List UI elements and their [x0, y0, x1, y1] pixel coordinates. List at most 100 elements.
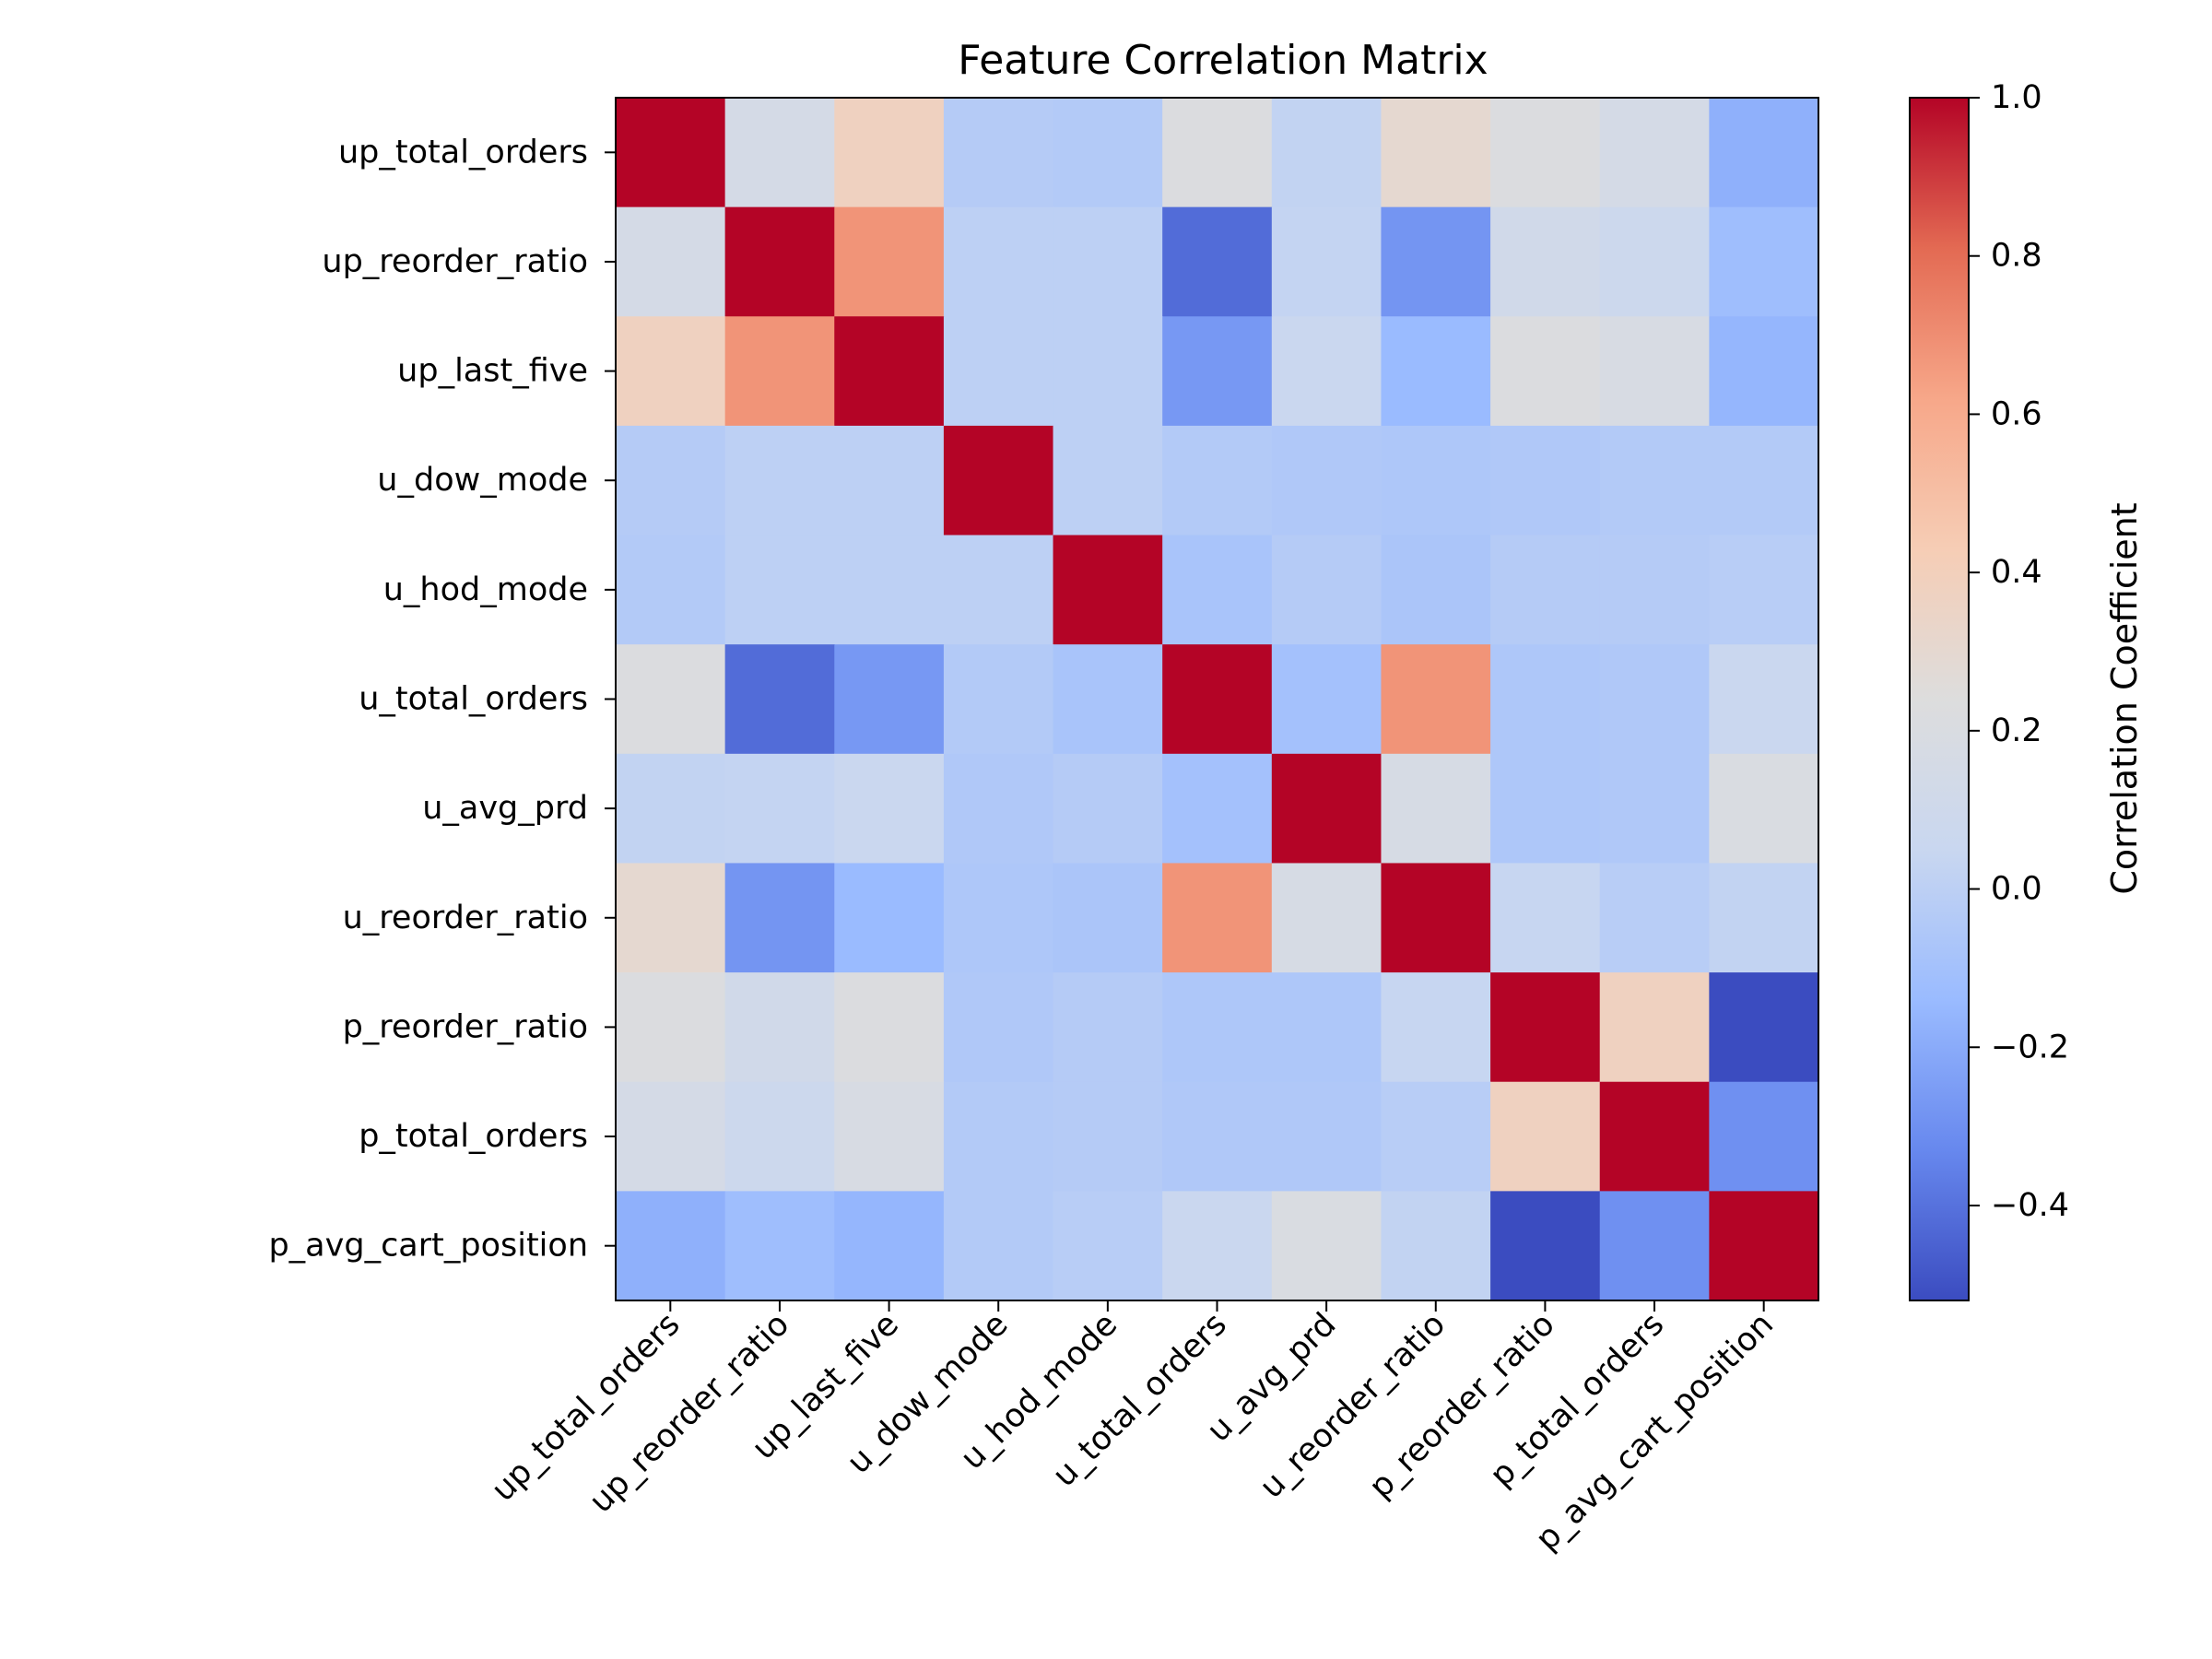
heatmap-cell [943, 644, 1054, 755]
heatmap-cell [1162, 972, 1273, 1083]
heatmap-cell [1490, 753, 1601, 865]
heatmap-cell [1599, 535, 1710, 645]
heatmap-cell [724, 98, 835, 208]
heatmap-cell [1490, 98, 1601, 208]
heatmap-cell [724, 644, 835, 755]
colorbar-tick-label: −0.4 [1991, 1187, 2069, 1224]
heatmap-cell [1599, 316, 1710, 427]
x-tick-label: up_reorder_ratio [582, 1306, 796, 1520]
heatmap-cell [1162, 753, 1273, 865]
heatmap-cell [1053, 535, 1163, 645]
heatmap-cell [1709, 972, 1819, 1083]
heatmap-cell [834, 1191, 945, 1301]
heatmap-cell [1709, 1081, 1819, 1192]
heatmap-cell [1599, 98, 1710, 208]
heatmap-cell [1490, 644, 1601, 755]
heatmap-cell [943, 535, 1054, 645]
heatmap-cell [1381, 206, 1491, 317]
heatmap-cell [1381, 753, 1491, 865]
heatmap-cell [943, 425, 1054, 536]
heatmap-cell [1271, 316, 1382, 427]
heatmap-cell [1709, 1191, 1819, 1301]
heatmap-cell [943, 206, 1054, 317]
heatmap-cell [1490, 863, 1601, 973]
y-tick-label: up_last_five [397, 353, 588, 390]
heatmap-cell [1053, 972, 1163, 1083]
heatmap-cell [1599, 863, 1710, 973]
x-tick-label: p_reorder_ratio [1362, 1306, 1562, 1506]
heatmap-cell [1053, 1191, 1163, 1301]
heatmap-cell [834, 972, 945, 1083]
heatmap-cell [1381, 425, 1491, 536]
y-tick-label: u_total_orders [359, 681, 588, 718]
heatmap-cell [1162, 863, 1273, 973]
y-tick-label: p_avg_cart_position [268, 1228, 588, 1265]
heatmap-cell [1709, 535, 1819, 645]
heatmap-cell [724, 535, 835, 645]
y-tick-label: u_hod_mode [383, 571, 588, 608]
y-tick-label: u_dow_mode [377, 462, 588, 499]
heatmap-cell [1271, 1081, 1382, 1192]
x-tick-label: up_total_orders [485, 1306, 688, 1509]
heatmap-cell [1053, 753, 1163, 865]
y-axis-tick-labels: up_total_orders up_reorder_ratio up_last_f… [268, 134, 616, 1265]
heatmap-cell [1381, 1191, 1491, 1301]
heatmap-cell [1709, 425, 1819, 536]
heatmap-cell [1053, 316, 1163, 427]
heatmap-cell [1381, 863, 1491, 973]
colorbar-tick-label: 0.2 [1991, 712, 2042, 749]
plot-frame [615, 97, 1819, 1301]
y-tick-label: p_total_orders [359, 1118, 588, 1155]
heatmap-cell [724, 753, 835, 865]
heatmap-cell [1381, 98, 1491, 208]
y-tick-label: up_reorder_ratio [322, 243, 588, 280]
heatmap-cell [1053, 644, 1163, 755]
heatmap-cell [1709, 206, 1819, 317]
chart-title: Feature Correlation Matrix [958, 37, 1488, 84]
heatmap-cell [616, 1191, 726, 1301]
colorbar-tick-label: 0.0 [1991, 871, 2042, 908]
heatmap-cell [1599, 644, 1710, 755]
heatmap-cell [1271, 1191, 1382, 1301]
y-tick-label: up_total_orders [338, 134, 588, 171]
heatmap-cell [1490, 972, 1601, 1083]
colorbar-tick-label: 0.4 [1991, 554, 2042, 591]
heatmap-cell [1599, 972, 1710, 1083]
heatmap-cell [1271, 98, 1382, 208]
heatmap-cell [943, 863, 1054, 973]
heatmap-cell [834, 98, 945, 208]
heatmap-cell [1490, 1191, 1601, 1301]
heatmap-cell [1599, 425, 1710, 536]
heatmap-cell [1162, 316, 1273, 427]
heatmap-cell [834, 753, 945, 865]
heatmap-cell [1162, 1081, 1273, 1192]
heatmap-cell [834, 644, 945, 755]
colorbar-ticks: 1.0 0.8 0.6 0.4 0.2 0.0 −0.2 −0.4 [1969, 79, 2069, 1224]
heatmap-cell [834, 425, 945, 536]
heatmap-cell [1599, 1081, 1710, 1192]
colorbar-tick-label: 1.0 [1991, 79, 2042, 116]
heatmap-cell [616, 316, 726, 427]
heatmap-cell [724, 1191, 835, 1301]
heatmap-cell [1053, 1081, 1163, 1192]
heatmap-cell [616, 425, 726, 536]
heatmap-cell [1271, 863, 1382, 973]
heatmap-cells [616, 98, 1819, 1301]
colorbar-tick-label: 0.8 [1991, 238, 2042, 275]
heatmap-cell [616, 753, 726, 865]
heatmap-cell [616, 1081, 726, 1192]
heatmap-cell [1271, 535, 1382, 645]
heatmap-cell [1490, 535, 1601, 645]
heatmap-cell [1490, 206, 1601, 317]
heatmap-cell [943, 972, 1054, 1083]
heatmap-cell [1709, 863, 1819, 973]
heatmap-cell [1271, 644, 1382, 755]
heatmap-cell [616, 535, 726, 645]
heatmap-cell [1599, 206, 1710, 317]
heatmap-cell [616, 206, 726, 317]
heatmap-cell [834, 316, 945, 427]
heatmap-cell [1381, 644, 1491, 755]
heatmap-cell [1709, 753, 1819, 865]
heatmap-cell [724, 972, 835, 1083]
